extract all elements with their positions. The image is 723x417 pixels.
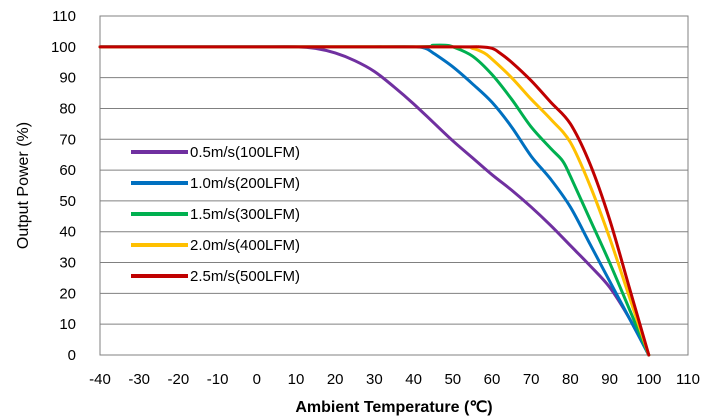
x-tick-labels: -40 -30 -20 -10 0 10 20 30 40 50 60 70 80 90 100 110 <box>89 371 700 388</box>
x-tick-label: 10 <box>288 371 305 388</box>
x-tick-label: 0 <box>253 371 261 388</box>
y-tick-label: 60 <box>59 162 76 179</box>
x-tick-label: 60 <box>484 371 501 388</box>
y-tick-labels: 0 10 20 30 40 50 60 70 80 90 100 110 <box>51 8 76 364</box>
legend-label: 1.5m/s(300LFM) <box>190 206 300 223</box>
y-tick-label: 50 <box>59 193 76 210</box>
legend-label: 0.5m/s(100LFM) <box>190 144 300 161</box>
x-tick-label: 50 <box>444 371 461 388</box>
x-axis-title: Ambient Temperature (℃) <box>295 399 492 416</box>
y-tick-label: 10 <box>59 316 76 333</box>
x-tick-label: -20 <box>168 371 190 388</box>
x-tick-label: 70 <box>523 371 540 388</box>
legend-label: 2.0m/s(400LFM) <box>190 237 300 254</box>
y-tick-label: 80 <box>59 100 76 117</box>
y-tick-label: 30 <box>59 255 76 272</box>
x-tick-label: 80 <box>562 371 579 388</box>
y-tick-label: 70 <box>59 131 76 148</box>
y-tick-label: 40 <box>59 224 76 241</box>
x-tick-label: 110 <box>676 371 700 388</box>
x-tick-label: -30 <box>128 371 150 388</box>
y-tick-label: 100 <box>51 39 76 56</box>
y-tick-label: 0 <box>68 347 76 364</box>
y-tick-label: 90 <box>59 70 76 87</box>
x-tick-label: 20 <box>327 371 344 388</box>
x-tick-label: 40 <box>405 371 422 388</box>
y-tick-label: 20 <box>59 285 76 302</box>
series-lines <box>98 43 651 357</box>
y-tick-label: 110 <box>52 8 76 25</box>
legend: 0.5m/s(100LFM) 1.0m/s(200LFM) 1.5m/s(300LF… <box>131 144 300 285</box>
x-tick-label: -40 <box>89 371 111 388</box>
legend-label: 1.0m/s(200LFM) <box>190 175 300 192</box>
x-tick-label: 100 <box>636 371 661 388</box>
series-line <box>98 45 651 357</box>
legend-label: 2.5m/s(500LFM) <box>190 268 300 285</box>
x-tick-label: 30 <box>366 371 383 388</box>
y-axis-title: Output Power (%) <box>15 122 32 249</box>
x-tick-label: 90 <box>601 371 618 388</box>
x-tick-label: -10 <box>207 371 229 388</box>
